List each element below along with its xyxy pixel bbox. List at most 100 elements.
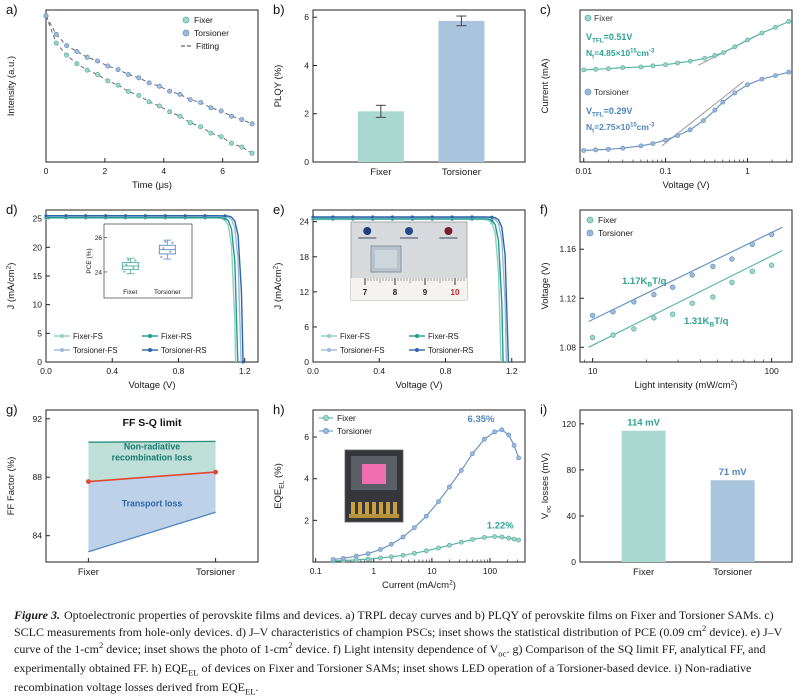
svg-text:1: 1 (745, 166, 750, 176)
svg-text:EQEEL (%): EQEEL (%) (273, 463, 286, 509)
svg-text:Non-radiative: Non-radiative (124, 441, 180, 451)
svg-text:Voltage (V): Voltage (V) (396, 380, 443, 391)
svg-text:10: 10 (427, 566, 437, 576)
svg-text:VTFL=0.29V: VTFL=0.29V (586, 106, 632, 119)
svg-text:1.2: 1.2 (239, 366, 251, 376)
svg-text:Nt=2.75×1015cm-3: Nt=2.75×1015cm-3 (586, 122, 655, 135)
svg-text:1.31KBT/q: 1.31KBT/q (684, 316, 729, 329)
svg-text:Fixer: Fixer (598, 215, 617, 225)
svg-text:9: 9 (423, 288, 428, 297)
chart-jv-1cm2: 0.0 0.4 0.8 1.2 0 6 12 18 24 Voltage (V) J (mA/cm2… (273, 209, 526, 391)
svg-text:10: 10 (588, 366, 598, 376)
svg-text:0.8: 0.8 (173, 366, 185, 376)
svg-text:6: 6 (220, 166, 225, 176)
svg-text:PLQY (%): PLQY (%) (273, 65, 284, 108)
svg-text:Voltage (V): Voltage (V) (663, 180, 710, 191)
svg-text:Fixer: Fixer (633, 567, 654, 578)
svg-text:26: 26 (95, 235, 103, 242)
svg-text:24: 24 (95, 269, 103, 276)
svg-text:25: 25 (33, 214, 43, 224)
svg-text:Light intensity (mW/cm2): Light intensity (mW/cm2) (635, 380, 738, 391)
svg-text:J (mA/cm2): J (mA/cm2) (6, 263, 17, 310)
chart-trpl-decay: 0 2 4 6 Time (μs) Intensity (a.u.) Fixer Torsio… (6, 9, 259, 191)
svg-text:Fitting: Fitting (196, 41, 219, 51)
caption-text: Optoelectronic properties of perovskite … (14, 608, 783, 697)
panel-label-f: f) (540, 202, 548, 217)
svg-text:2: 2 (103, 166, 108, 176)
panel-label-d: d) (6, 202, 18, 217)
svg-text:114 mV: 114 mV (627, 418, 660, 429)
chart-plqy-bar: 0 2 4 6 PLQY (%) Fixer Torsioner (273, 9, 526, 178)
svg-text:Transport loss: Transport loss (122, 498, 183, 508)
svg-text:71 mV: 71 mV (719, 467, 748, 478)
svg-text:Torsioner: Torsioner (713, 567, 752, 578)
svg-text:0.1: 0.1 (310, 566, 322, 576)
svg-text:4: 4 (304, 60, 309, 70)
svg-text:Torsioner: Torsioner (154, 289, 182, 296)
svg-text:Current (mA): Current (mA) (540, 59, 551, 114)
panel-e: e) 0.0 0.4 0.8 1.2 0 6 12 18 24 Voltage (V) J (mA/… (267, 200, 534, 400)
svg-text:0.1: 0.1 (660, 166, 672, 176)
svg-text:Fixer: Fixer (123, 289, 138, 296)
svg-text:Torsioner: Torsioner (598, 228, 633, 238)
panel-g: g) 84 88 92 FF Factor (%) FF S-Q limit Non-ra… (0, 400, 267, 600)
svg-text:Fixer-FS: Fixer-FS (73, 332, 103, 341)
svg-text:Torsioner: Torsioner (594, 87, 629, 97)
svg-text:6: 6 (304, 432, 309, 442)
panel-h: h) 0.1 1 10 100 2 4 6 Current (mA/cm2) EQEEL (%)… (267, 400, 534, 600)
svg-text:120: 120 (562, 419, 576, 429)
svg-text:4: 4 (304, 474, 309, 484)
svg-text:Fixer: Fixer (370, 167, 391, 178)
svg-text:Intensity (a.u.): Intensity (a.u.) (6, 56, 17, 116)
svg-text:2: 2 (304, 515, 309, 525)
svg-text:FF Factor (%): FF Factor (%) (6, 457, 17, 516)
svg-text:6: 6 (304, 322, 309, 332)
svg-text:0.0: 0.0 (307, 366, 319, 376)
svg-text:92: 92 (33, 414, 43, 424)
panel-c: c) 0.01 0.1 1 Voltage (V) Current (mA) Fixer V… (534, 0, 800, 200)
svg-text:18: 18 (300, 252, 310, 262)
svg-text:1.08: 1.08 (559, 342, 576, 352)
svg-text:5: 5 (37, 328, 42, 338)
svg-text:Fixer: Fixer (78, 567, 99, 578)
svg-text:VTFL=0.51V: VTFL=0.51V (586, 32, 632, 45)
svg-text:10: 10 (451, 288, 460, 297)
svg-text:Nt=4.85×1015cm-3: Nt=4.85×1015cm-3 (586, 48, 655, 61)
svg-text:Torsioner: Torsioner (194, 28, 229, 38)
chart-voc-light-intensity: 10 100 1.08 1.12 1.16 Light intensity (mW/cm2… (540, 209, 793, 391)
svg-text:recombination loss: recombination loss (112, 452, 193, 462)
svg-text:Fixer: Fixer (194, 15, 213, 25)
figure-caption: Figure 3. Optoelectronic properties of pe… (0, 600, 800, 698)
svg-text:1: 1 (371, 566, 376, 576)
svg-text:Torsioner: Torsioner (442, 167, 481, 178)
panel-label-h: h) (273, 402, 285, 417)
svg-text:80: 80 (567, 465, 577, 475)
svg-text:2: 2 (304, 109, 309, 119)
svg-text:Voltage (V): Voltage (V) (129, 380, 176, 391)
svg-text:Torsioner-RS: Torsioner-RS (428, 346, 474, 355)
svg-text:J (mA/cm2): J (mA/cm2) (273, 263, 284, 310)
chart-eqe-el: 0.1 1 10 100 2 4 6 Current (mA/cm2) EQEEL (%) Fix… (273, 409, 526, 591)
svg-text:40: 40 (567, 511, 577, 521)
chart-ff-sq-limit: 84 88 92 FF Factor (%) FF S-Q limit Non-radia… (6, 409, 259, 578)
svg-text:FF S-Q limit: FF S-Q limit (123, 417, 182, 429)
panel-label-g: g) (6, 402, 18, 417)
panel-label-b: b) (273, 2, 285, 17)
panel-a: a) 0 2 4 6 Time (μs) Intensity (a.u.) Fixer Tor… (0, 0, 267, 200)
svg-text:100: 100 (483, 566, 497, 576)
panel-label-i: i) (540, 402, 548, 417)
svg-text:10: 10 (33, 300, 43, 310)
svg-text:7: 7 (363, 288, 368, 297)
panel-d: d) 0.0 0.4 0.8 1.2 0 5 10 15 20 25 Voltage (V) J (m… (0, 200, 267, 400)
svg-text:Fixer: Fixer (594, 13, 613, 23)
chart-sclc: 0.01 0.1 1 Voltage (V) Current (mA) Fixer VTFL… (540, 9, 793, 191)
svg-text:1.12: 1.12 (559, 293, 576, 303)
svg-text:4: 4 (161, 166, 166, 176)
svg-text:24: 24 (300, 217, 310, 227)
svg-text:Current (mA/cm2): Current (mA/cm2) (382, 580, 456, 591)
svg-text:8: 8 (393, 288, 398, 297)
svg-text:Torsioner: Torsioner (196, 567, 235, 578)
svg-text:Fixer-RS: Fixer-RS (161, 332, 192, 341)
panel-b: b) 0 2 4 6 PLQY (%) Fixer Torsioner (267, 0, 534, 200)
svg-text:84: 84 (33, 531, 43, 541)
